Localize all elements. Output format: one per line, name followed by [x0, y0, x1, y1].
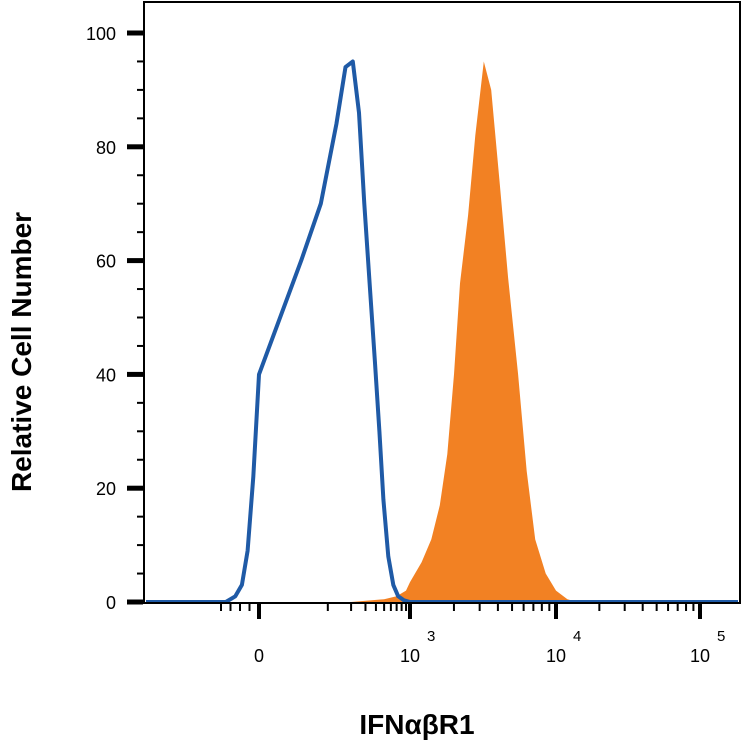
series-0-line — [146, 59, 738, 604]
y-tick-label-40: 40 — [96, 365, 116, 385]
x-axis-title: IFNαβR1 — [359, 709, 474, 740]
y-tick-label-60: 60 — [96, 252, 116, 272]
series-1-fill — [351, 61, 577, 602]
series-outlines — [146, 59, 738, 604]
x-tick-exponent-1000: 3 — [427, 628, 435, 645]
x-tick-label-1000: 10 — [400, 646, 420, 666]
x-axis: 0 10 3 10 4 10 5 — [220, 604, 725, 666]
x-tick-label-0: 0 — [254, 646, 264, 666]
x-tick-label-100000: 10 — [690, 646, 710, 666]
y-tick-label-0: 0 — [106, 593, 116, 613]
x-tick-exponent-10000: 4 — [573, 628, 581, 645]
y-axis-title: Relative Cell Number — [6, 212, 37, 492]
y-tick-label-80: 80 — [96, 138, 116, 158]
y-tick-label-100: 100 — [86, 24, 116, 44]
y-axis: 0 20 40 60 80 100 — [86, 24, 143, 613]
y-tick-label-20: 20 — [96, 479, 116, 499]
plot-frame — [143, 1, 741, 604]
series-fills — [351, 61, 577, 602]
x-tick-label-10000: 10 — [546, 646, 566, 666]
x-tick-exponent-100000: 5 — [717, 628, 725, 645]
